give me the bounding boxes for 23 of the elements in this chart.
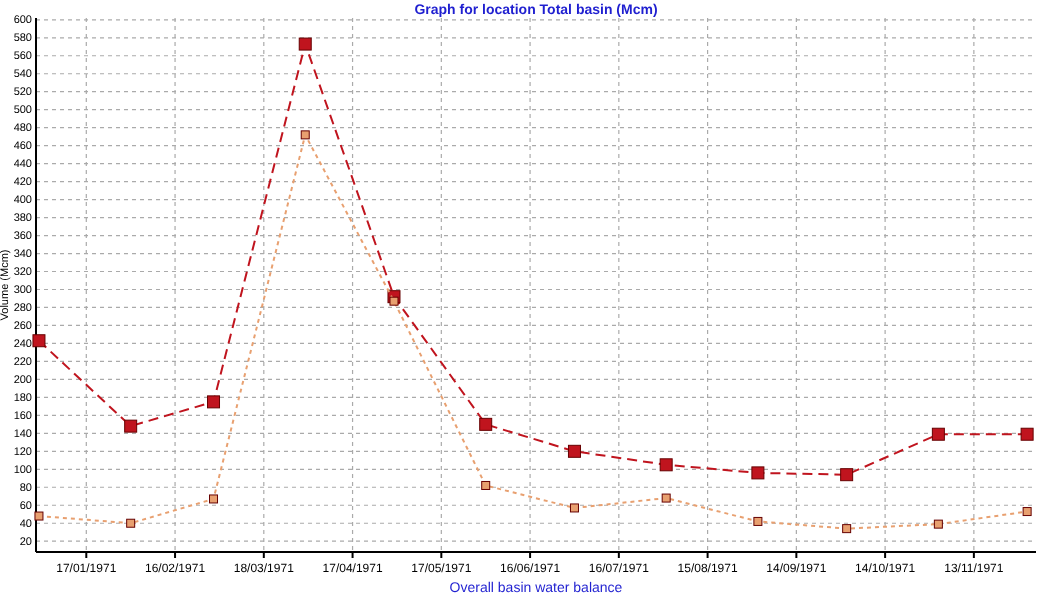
point [207,395,221,409]
point [751,466,765,480]
point [300,130,310,140]
point [933,519,943,529]
point [753,516,763,526]
point [209,494,219,504]
point [659,458,673,472]
point [567,444,581,458]
point [32,334,46,348]
point [1022,507,1032,517]
point [126,518,136,528]
point [840,468,854,482]
point [842,524,852,534]
point [479,417,493,431]
point [661,493,671,503]
point [124,419,138,433]
point [569,503,579,513]
point [931,427,945,441]
point [481,480,491,490]
point [34,511,44,521]
point [298,37,312,51]
point [1020,427,1034,441]
point [389,296,399,306]
